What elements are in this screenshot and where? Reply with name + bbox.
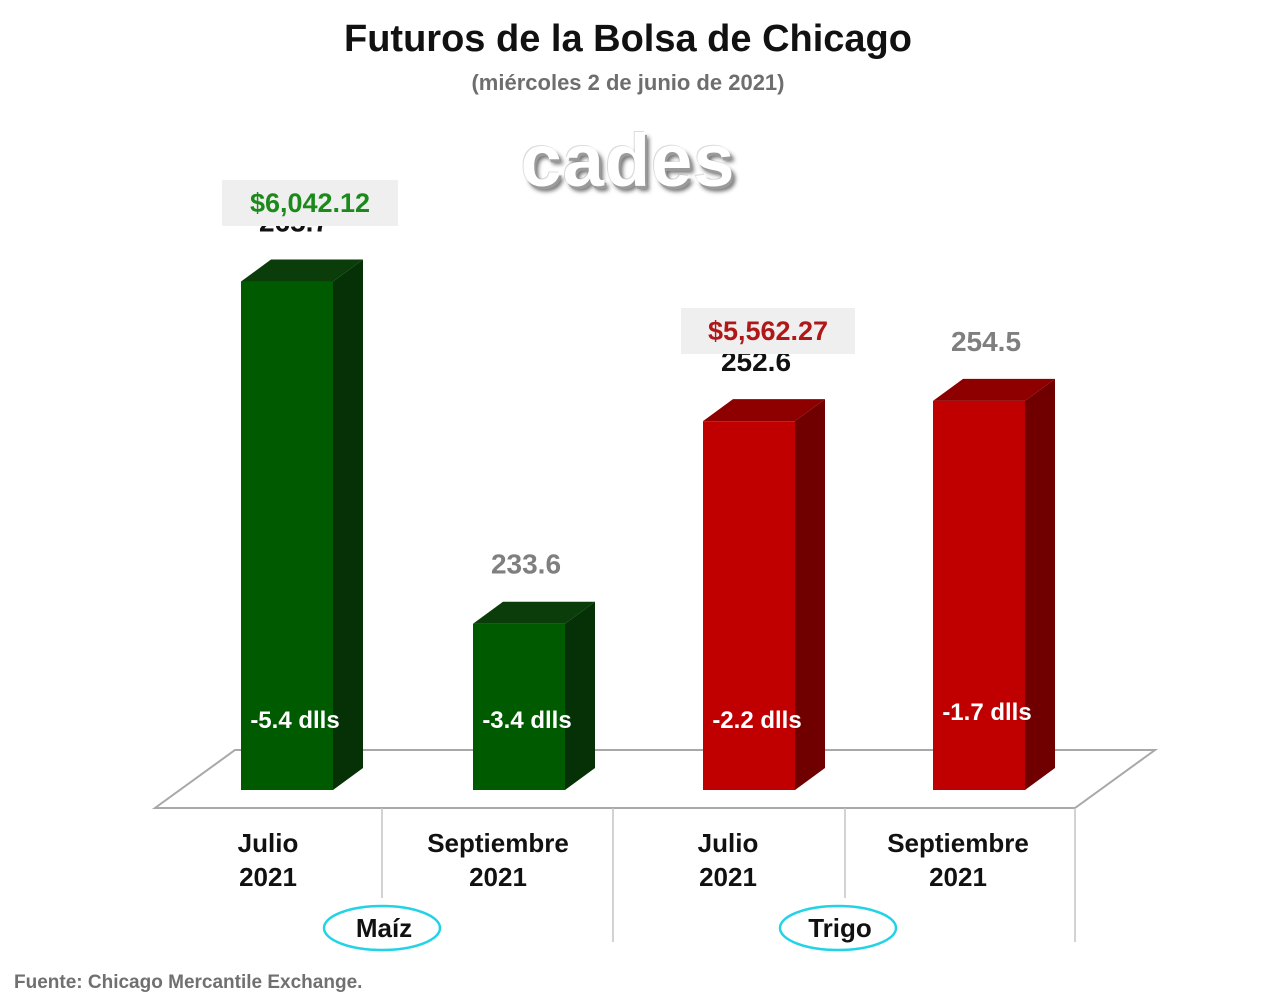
bar-top [933, 378, 1055, 401]
category-year-label: 2021 [469, 862, 527, 892]
category-year-label: 2021 [699, 862, 757, 892]
bar [703, 421, 795, 790]
bar [241, 281, 333, 790]
bar [933, 400, 1025, 790]
bar-side [333, 259, 363, 790]
bar-side [565, 601, 595, 790]
bar-side [795, 399, 825, 790]
bar-side [1025, 378, 1055, 790]
category-year-label: 2021 [929, 862, 987, 892]
change-label: -1.7 dlls [942, 699, 1031, 726]
chart-title: Futuros de la Bolsa de Chicago [344, 18, 912, 60]
price-label: $5,562.27 [708, 316, 828, 346]
category-year-label: 2021 [239, 862, 297, 892]
price-box [681, 308, 855, 354]
group-label: Trigo [808, 913, 872, 943]
group-label: Maíz [356, 913, 412, 943]
chart-subtitle: (miércoles 2 de junio de 2021) [471, 70, 785, 95]
bar-top [241, 259, 363, 282]
price-box [222, 180, 398, 226]
source-note: Fuente: Chicago Mercantile Exchange. [14, 972, 363, 993]
bar-top [703, 399, 825, 422]
chart-floor [151, 749, 1159, 809]
group-label-oval [322, 904, 442, 952]
category-label: Septiembre [887, 828, 1029, 858]
category-label: Julio [238, 828, 299, 858]
bar [473, 623, 565, 790]
change-label: -5.4 dlls [250, 707, 339, 734]
category-label: Septiembre [427, 828, 569, 858]
change-label: -2.2 dlls [712, 707, 801, 734]
value-label: 254.5 [951, 326, 1021, 357]
bar-top [473, 601, 595, 624]
price-label: $6,042.12 [250, 188, 370, 218]
cades-logo: cades [520, 119, 736, 202]
change-label: -3.4 dlls [482, 707, 571, 734]
group-label-oval [778, 904, 898, 952]
category-label: Julio [698, 828, 759, 858]
value-label: 233.6 [491, 549, 561, 580]
